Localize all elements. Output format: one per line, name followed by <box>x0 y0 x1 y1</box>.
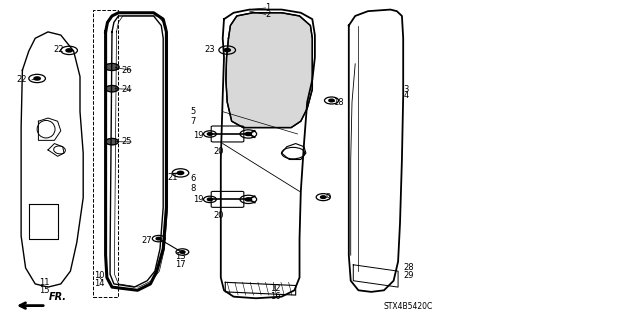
Circle shape <box>245 132 252 136</box>
Text: 20: 20 <box>214 211 224 220</box>
Text: 24: 24 <box>122 85 132 94</box>
Text: 20: 20 <box>214 147 224 156</box>
Text: 15: 15 <box>40 286 50 295</box>
Circle shape <box>34 77 40 80</box>
Text: 13: 13 <box>175 252 186 261</box>
Text: FR.: FR. <box>49 292 67 302</box>
Text: 6: 6 <box>191 174 196 183</box>
Text: 29: 29 <box>403 271 413 280</box>
Circle shape <box>224 48 230 52</box>
Text: 19: 19 <box>193 195 204 204</box>
Circle shape <box>66 49 72 52</box>
Text: 21: 21 <box>168 173 178 182</box>
Text: 28: 28 <box>403 263 413 272</box>
Text: 11: 11 <box>40 278 50 287</box>
Circle shape <box>180 251 185 253</box>
Text: 4: 4 <box>404 91 409 100</box>
Circle shape <box>106 138 118 145</box>
Text: 27: 27 <box>142 236 152 245</box>
Text: 10: 10 <box>94 271 104 280</box>
Circle shape <box>321 196 326 198</box>
Text: 25: 25 <box>122 137 132 146</box>
Text: 16: 16 <box>270 292 280 301</box>
Text: 22: 22 <box>17 75 27 84</box>
Circle shape <box>207 198 212 201</box>
Text: 5: 5 <box>191 107 196 116</box>
Text: 17: 17 <box>175 260 186 269</box>
Text: 23: 23 <box>205 45 215 54</box>
Circle shape <box>177 171 184 174</box>
Text: 2: 2 <box>265 10 270 19</box>
Text: 18: 18 <box>333 98 343 107</box>
Text: 8: 8 <box>191 184 196 193</box>
Text: 1: 1 <box>265 4 270 12</box>
Circle shape <box>245 198 252 201</box>
Polygon shape <box>226 13 312 128</box>
Circle shape <box>105 63 119 70</box>
Text: 19: 19 <box>193 131 204 140</box>
Circle shape <box>207 133 212 135</box>
Text: 22: 22 <box>54 45 64 54</box>
Bar <box>93 10 118 297</box>
Text: 12: 12 <box>270 284 280 293</box>
Text: 7: 7 <box>191 117 196 126</box>
Circle shape <box>156 237 161 240</box>
Text: 14: 14 <box>94 279 104 288</box>
Text: STX4B5420C: STX4B5420C <box>384 302 433 311</box>
Circle shape <box>329 99 334 102</box>
Text: 26: 26 <box>122 66 132 75</box>
Text: 3: 3 <box>404 85 409 94</box>
Text: 9: 9 <box>326 193 331 202</box>
Circle shape <box>106 85 118 92</box>
